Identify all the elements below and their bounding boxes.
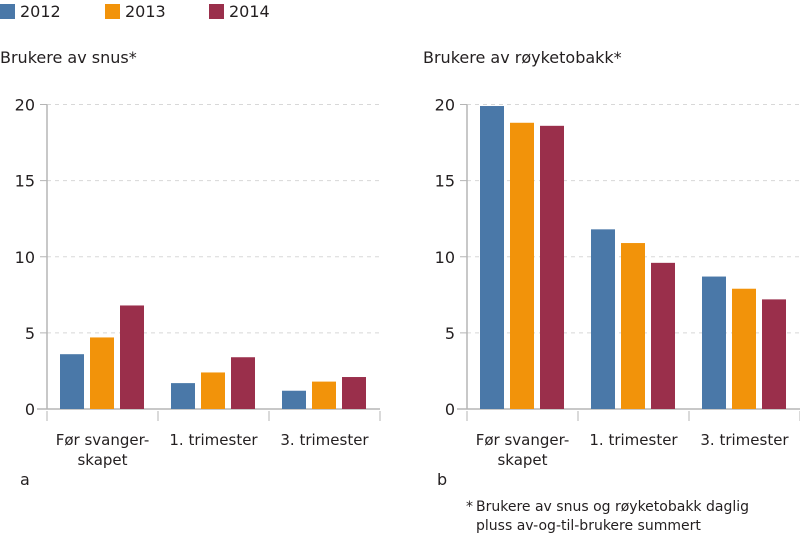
y-tick-label: 5 — [25, 324, 35, 343]
bar-2013 — [510, 122, 534, 410]
panel-b-title: Brukere av røyketobakk* — [423, 48, 622, 67]
legend-label: 2013 — [125, 2, 166, 21]
footnote-line-1: Brukere av snus og røyketobakk daglig — [476, 499, 749, 515]
bar-2014 — [231, 357, 255, 409]
y-tick-label: 20 — [435, 96, 455, 115]
legend-item-2014: 2014 — [209, 2, 270, 21]
footnote-star: * — [466, 499, 473, 515]
x-category-label: 3. trimester — [700, 431, 789, 449]
panel-a-label: a — [20, 470, 30, 489]
y-tick-label: 20 — [15, 96, 35, 115]
bar-2013 — [201, 372, 225, 409]
legend-label: 2014 — [229, 2, 270, 21]
y-tick-label: 15 — [15, 172, 35, 191]
x-category-label: skapet — [497, 451, 547, 469]
y-tick-label: 10 — [15, 248, 35, 267]
bar-2012 — [171, 383, 195, 409]
bar-2014 — [342, 377, 366, 409]
x-category-label: skapet — [77, 451, 127, 469]
x-category-label: Før svanger- — [476, 431, 570, 449]
y-tick-label: 0 — [445, 400, 455, 419]
legend-item-2013: 2013 — [105, 2, 166, 21]
bar-2013 — [732, 288, 756, 409]
legend-label: 2012 — [20, 2, 61, 21]
x-category-label: 1. trimester — [589, 431, 678, 449]
panel-a-title: Brukere av snus* — [0, 48, 137, 67]
bar-2013 — [90, 337, 114, 409]
bar-2014 — [762, 299, 786, 409]
y-tick-label: 0 — [25, 400, 35, 419]
bar-2012 — [60, 354, 84, 409]
y-tick-label: 10 — [435, 248, 455, 267]
legend-item-2012: 2012 — [0, 2, 61, 21]
bar-2013 — [312, 381, 336, 409]
chart-b-plot: 0 5 10 15 20 Før svanger-skapet 1. trimester 3.… — [435, 96, 800, 469]
footnote-line-2: pluss av-og-til-brukere summert — [476, 518, 701, 534]
x-category-label: 1. trimester — [169, 431, 258, 449]
bar-2012 — [480, 106, 504, 410]
bar-2013 — [621, 243, 645, 409]
x-category-label: Før svanger- — [56, 431, 150, 449]
bar-2012 — [702, 276, 726, 409]
bar-2014 — [651, 262, 675, 409]
x-category-label: 3. trimester — [280, 431, 369, 449]
bar-2012 — [591, 229, 615, 409]
legend-swatch-2013 — [105, 4, 120, 19]
y-tick-label: 15 — [435, 172, 455, 191]
panel-b-label: b — [437, 470, 448, 489]
bar-2014 — [540, 125, 564, 409]
y-tick-label: 5 — [445, 324, 455, 343]
bar-2014 — [120, 305, 144, 409]
bar-2012 — [282, 390, 306, 409]
footnote: * Brukere av snus og røyketobakk daglig … — [466, 498, 749, 536]
legend-swatch-2014 — [209, 4, 224, 19]
chart-a-plot: 0 5 10 15 20 Før svanger-skapet 1. trimester 3.… — [15, 96, 381, 469]
legend-swatch-2012 — [0, 4, 15, 19]
